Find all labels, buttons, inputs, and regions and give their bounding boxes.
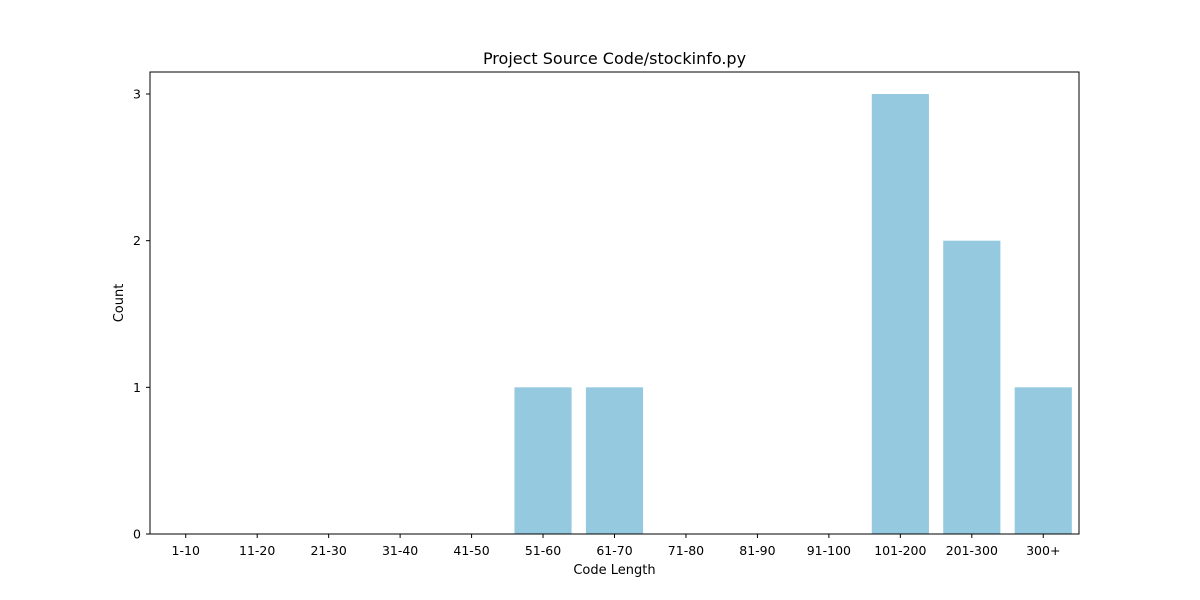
x-tick-label: 300+ xyxy=(1026,543,1060,558)
y-axis-label: Count xyxy=(112,284,127,323)
y-tick-label: 3 xyxy=(133,87,141,102)
bar-61-70 xyxy=(585,387,644,534)
x-tick-label: 1-10 xyxy=(172,543,200,558)
bar-300+ xyxy=(1014,387,1072,534)
x-tick-label: 201-300 xyxy=(946,543,998,558)
x-tick-label: 51-60 xyxy=(525,543,561,558)
x-tick-label: 71-80 xyxy=(668,543,704,558)
x-tick-label: 21-30 xyxy=(310,543,346,558)
bar-101-200 xyxy=(871,94,929,534)
x-tick-label: 91-100 xyxy=(807,543,851,558)
x-axis-label: Code Length xyxy=(573,563,655,578)
chart-title: Project Source Code/stockinfo.py xyxy=(483,49,746,68)
x-tick-label: 31-40 xyxy=(382,543,418,558)
x-tick-label: 61-70 xyxy=(596,543,632,558)
y-tick-label: 1 xyxy=(133,380,141,395)
x-tick-label: 41-50 xyxy=(453,543,489,558)
bars-group xyxy=(514,94,1072,534)
plot-frame xyxy=(149,71,1080,535)
bar-201-300 xyxy=(943,240,1001,534)
x-tick-label: 11-20 xyxy=(239,543,275,558)
y-tick-label: 2 xyxy=(133,233,141,248)
bar-51-60 xyxy=(514,387,572,534)
x-ticks-group: 1-10 11-20 21-30 31-40 41-50 51-60 61-70 71-80 8… xyxy=(172,534,1060,558)
x-tick-label: 81-90 xyxy=(739,543,775,558)
y-tick-label: 0 xyxy=(133,527,141,542)
x-tick-label: 101-200 xyxy=(874,543,926,558)
y-ticks-group: 0 1 2 3 xyxy=(133,87,150,542)
